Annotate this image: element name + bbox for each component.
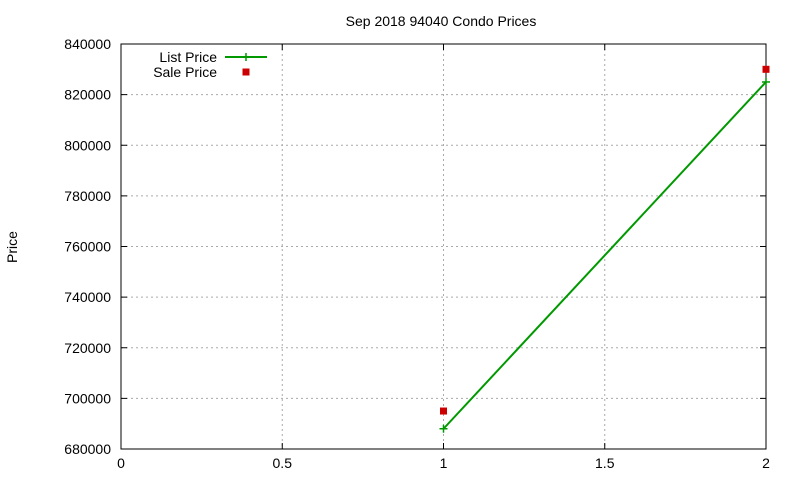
y-tick-label: 740000	[64, 289, 111, 305]
sale-price-point	[762, 65, 770, 73]
tick-layer: 680000 700000 720000 740000 760000 780000 8000…	[64, 36, 770, 471]
x-tick-label: 2	[762, 455, 770, 471]
plot-frame	[120, 43, 767, 450]
x-tick-label: 0	[117, 455, 125, 471]
y-tick-label: 800000	[64, 137, 111, 153]
legend-marker-list-price	[242, 53, 250, 61]
list-price-point	[439, 424, 448, 433]
chart-title: Sep 2018 94040 Condo Prices	[346, 13, 537, 29]
y-tick-label: 840000	[64, 36, 111, 52]
x-tick-label: 1	[440, 455, 448, 471]
legend-label-list-price: List Price	[159, 49, 217, 65]
series-layer	[439, 65, 770, 433]
y-tick-label: 720000	[64, 340, 111, 356]
y-tick-label: 760000	[64, 239, 111, 255]
legend-marker-sale-price	[242, 68, 250, 76]
y-tick-label: 780000	[64, 188, 111, 204]
list-price-point	[762, 77, 770, 86]
list-price-line	[442, 81, 767, 430]
y-tick-label: 700000	[64, 390, 111, 406]
x-tick-label: 1.5	[595, 455, 615, 471]
y-tick-label: 820000	[64, 87, 111, 103]
grid-layer	[121, 44, 766, 449]
sale-price-point	[440, 407, 447, 415]
y-tick-label: 680000	[64, 441, 111, 457]
y-axis-label: Price	[4, 231, 20, 263]
x-tick-label: 0.5	[273, 455, 293, 471]
legend-label-sale-price: Sale Price	[153, 64, 217, 80]
